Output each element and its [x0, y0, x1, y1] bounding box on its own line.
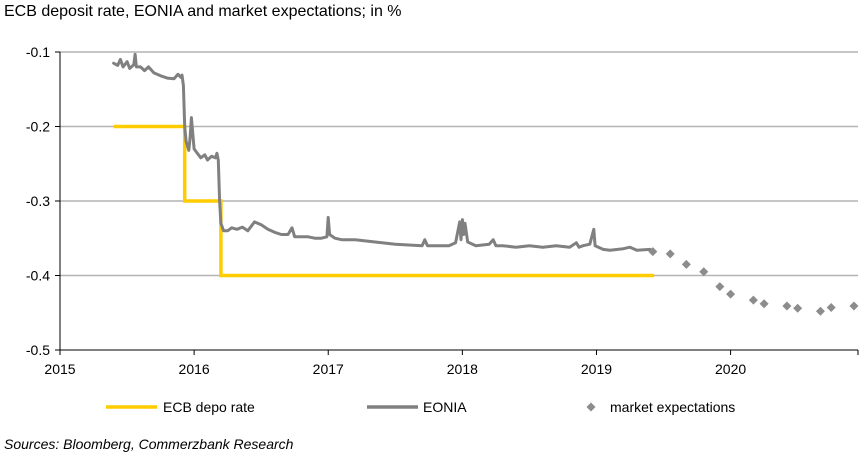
market-expectation-point	[726, 289, 736, 299]
market-expectation-point	[849, 301, 859, 311]
y-tick-label: -0.1	[26, 44, 50, 60]
x-tick-label: 2016	[179, 361, 210, 377]
source-note: Sources: Bloomberg, Commerzbank Research	[4, 436, 294, 452]
market-expectation-point	[815, 306, 825, 316]
x-tick-label: 2018	[447, 361, 478, 377]
market-expectation-point	[826, 303, 836, 313]
market-expectation-point	[748, 295, 758, 305]
market-expectation-point	[699, 267, 709, 277]
market-expectation-point	[759, 299, 769, 309]
chart-title: ECB deposit rate, EONIA and market expec…	[4, 3, 402, 20]
legend-label-expectations: market expectations	[610, 399, 735, 415]
market-expectation-point	[715, 282, 725, 292]
x-tick-label: 2015	[44, 361, 75, 377]
y-tick-label: -0.2	[26, 119, 50, 135]
market-expectation-point	[793, 303, 803, 313]
legend-label-eonia: EONIA	[423, 399, 467, 415]
series-eonia	[112, 52, 656, 254]
y-tick-label: -0.3	[26, 193, 50, 209]
legend-label-ecb: ECB depo rate	[163, 399, 255, 415]
series-ecb-depo-rate	[113, 124, 655, 278]
market-expectation-point	[782, 301, 792, 311]
x-tick-label: 2019	[581, 361, 612, 377]
market-expectation-point	[648, 247, 658, 257]
series-layer	[112, 52, 859, 316]
legend-swatch-expectations	[586, 402, 596, 412]
market-expectation-point	[681, 259, 691, 269]
grid-layer	[60, 51, 858, 277]
legend: ECB depo rate EONIA market expectations	[106, 399, 735, 415]
market-expectation-point	[665, 249, 675, 259]
x-tick-label: 2020	[715, 361, 746, 377]
axis-layer: -0.1 -0.2 -0.3 -0.4 -0.5 2015 2016 2017 2018 2019…	[26, 44, 859, 377]
y-tick-label: -0.5	[26, 342, 50, 358]
y-tick-label: -0.4	[26, 268, 50, 284]
x-tick-label: 2017	[313, 361, 344, 377]
